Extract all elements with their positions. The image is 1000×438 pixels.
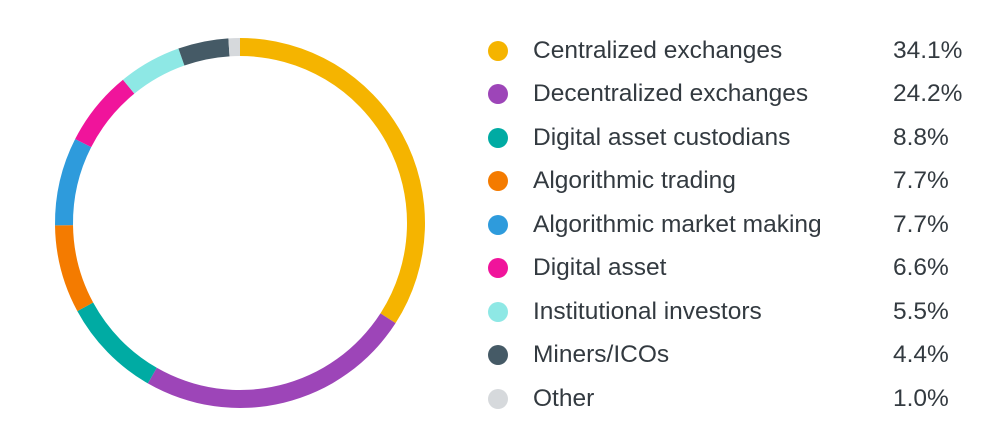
legend-value: 4.4%	[893, 341, 949, 369]
donut-chart	[55, 38, 425, 408]
legend-item: Algorithmic market making 7.7%	[488, 203, 978, 247]
legend-item: Decentralized exchanges 24.2%	[488, 73, 978, 117]
legend-label: Other	[533, 384, 595, 412]
legend-swatch	[488, 40, 508, 61]
legend-item: Algorithmic trading 7.7%	[488, 160, 978, 204]
legend-label: Centralized exchanges	[533, 36, 783, 64]
legend-swatch	[488, 258, 508, 279]
donut-slice-8	[178, 38, 230, 66]
legend-value: 24.2%	[893, 80, 963, 108]
legend-swatch	[488, 127, 508, 148]
donut-slice-3	[77, 302, 157, 384]
legend-value: 6.6%	[893, 254, 949, 282]
legend-value: 8.8%	[893, 123, 949, 151]
legend-swatch	[488, 171, 508, 192]
donut-slice-2	[147, 313, 396, 408]
donut-slice-9	[228, 38, 240, 57]
legend-item: Institutional investors 5.5%	[488, 290, 978, 334]
donut-slice-1	[240, 38, 425, 324]
chart-legend: Centralized exchanges 34.1% Decentralized …	[488, 29, 978, 421]
legend-label: Decentralized exchanges	[533, 80, 809, 108]
legend-item: Miners/ICOs 4.4%	[488, 334, 978, 378]
legend-swatch	[488, 388, 508, 409]
legend-item: Digital asset custodians 8.8%	[488, 116, 978, 160]
legend-value: 34.1%	[893, 36, 963, 64]
legend-label: Institutional investors	[533, 297, 762, 325]
legend-label: Digital asset custodians	[533, 123, 791, 151]
legend-value: 1.0%	[893, 384, 949, 412]
legend-item: Centralized exchanges 34.1%	[488, 29, 978, 73]
legend-value: 5.5%	[893, 297, 949, 325]
legend-swatch	[488, 84, 508, 105]
donut-slice-5	[55, 139, 92, 226]
legend-item: Digital asset 6.6%	[488, 247, 978, 291]
donut-slice-4	[55, 225, 94, 312]
legend-swatch	[488, 345, 508, 366]
legend-value: 7.7%	[893, 167, 949, 195]
legend-label: Miners/ICOs	[533, 341, 670, 369]
legend-label: Digital asset	[533, 254, 667, 282]
legend-swatch	[488, 301, 508, 322]
donut-slice-7	[122, 48, 185, 94]
donut-slice-6	[75, 79, 135, 148]
legend-value: 7.7%	[893, 210, 949, 238]
legend-item: Other 1.0%	[488, 377, 978, 421]
legend-label: Algorithmic trading	[533, 167, 736, 195]
legend-label: Algorithmic market making	[533, 210, 822, 238]
legend-swatch	[488, 214, 508, 235]
